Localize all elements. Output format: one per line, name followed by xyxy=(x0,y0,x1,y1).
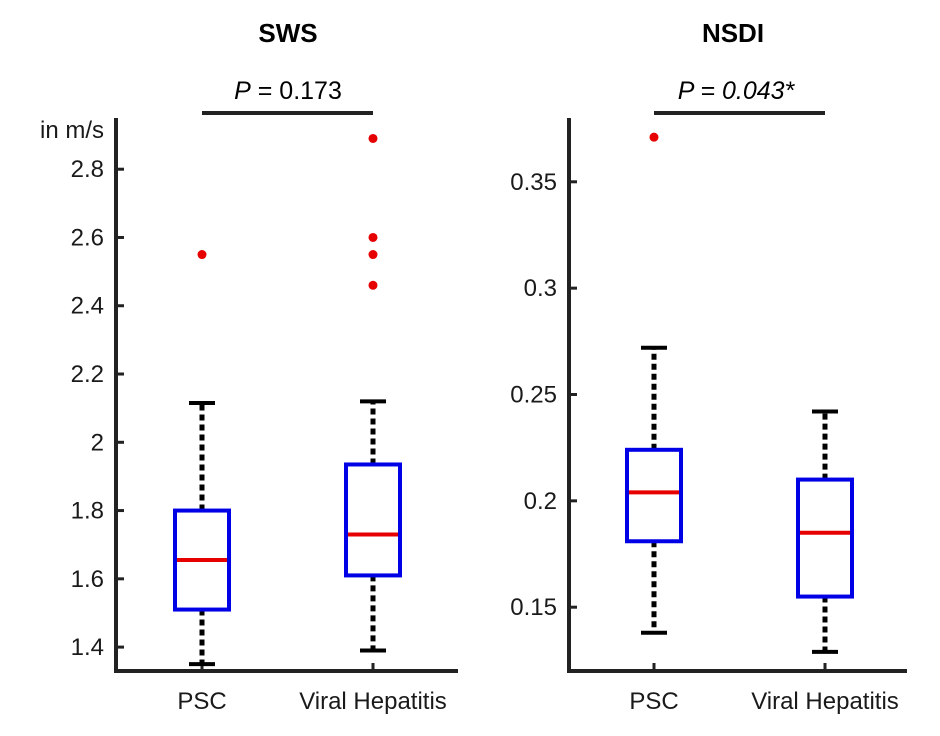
chart-title: NSDI xyxy=(702,18,764,48)
x-tick-label: Viral Hepatitis xyxy=(299,688,447,715)
y-tick-label: 2.2 xyxy=(71,361,104,388)
y-tick-label: 1.8 xyxy=(71,498,104,525)
p-value-label: P = 0.043* xyxy=(678,77,796,105)
y-tick-label: 0.2 xyxy=(524,488,557,515)
y-tick-label: 2.6 xyxy=(71,224,104,251)
x-tick-label: Viral Hepatitis xyxy=(751,688,899,715)
p-symbol: P xyxy=(234,77,251,105)
y-tick-label: 0.25 xyxy=(510,382,557,409)
outlier-point xyxy=(368,280,378,290)
p-value-label: P = 0.173 xyxy=(234,77,342,105)
chart-title: SWS xyxy=(258,18,317,48)
y-tick-label: 2.4 xyxy=(71,293,104,320)
box-group-viral-hepatitis xyxy=(344,133,402,653)
box-group-viral-hepatitis xyxy=(796,409,854,654)
x-tick-label: PSC xyxy=(177,688,226,715)
y-tick-label: 0.3 xyxy=(524,275,557,302)
p-value: = 0.043* xyxy=(693,77,795,105)
outlier-point xyxy=(368,250,378,260)
box-group-psc xyxy=(173,250,231,667)
y-tick-label: 1.4 xyxy=(71,634,104,661)
y-axis-unit-label: in m/s xyxy=(40,117,104,144)
outlier-point xyxy=(368,232,378,242)
iqr-box xyxy=(344,462,402,578)
outlier-point xyxy=(197,250,207,260)
p-value: = 0.173 xyxy=(251,77,342,105)
iqr-box xyxy=(173,508,231,612)
sws-panel: SWS 1.4 1.6 1.8 2 2.2 2.4 2.6 2.8 in m/s PSC Viral … xyxy=(40,18,458,715)
iqr-box xyxy=(796,477,854,599)
p-symbol: P xyxy=(678,77,695,105)
x-tick-label: PSC xyxy=(629,688,678,715)
y-tick-label: 1.6 xyxy=(71,566,104,593)
y-tick-label: 0.35 xyxy=(510,169,557,196)
outlier-point xyxy=(649,132,659,142)
nsdi-panel: NSDI 0.15 0.2 0.25 0.3 0.35 PSC Viral Hepatitis… xyxy=(510,18,907,715)
y-tick-label: 0.15 xyxy=(510,594,557,621)
y-tick-label: 2.8 xyxy=(71,156,104,183)
box-group-psc xyxy=(625,132,683,635)
y-tick-label: 2 xyxy=(91,429,104,456)
iqr-box xyxy=(625,447,683,544)
outlier-point xyxy=(368,133,378,143)
